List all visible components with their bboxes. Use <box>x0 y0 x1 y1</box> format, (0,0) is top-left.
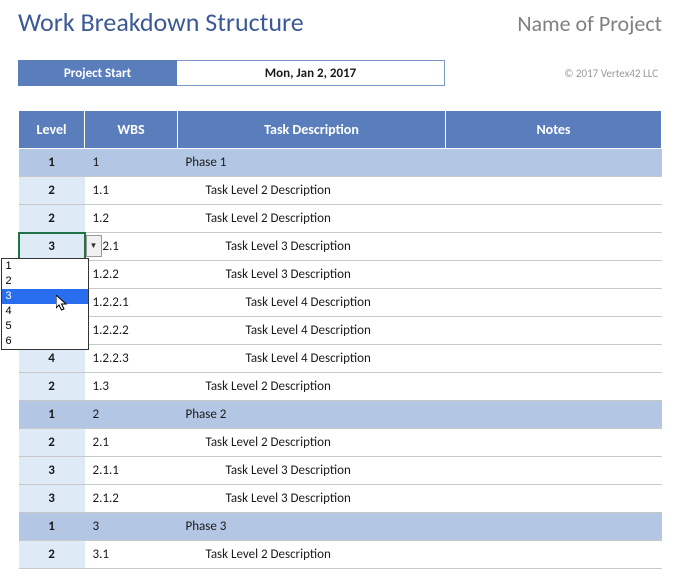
cell-notes[interactable] <box>446 177 662 205</box>
cell-wbs[interactable]: 2 <box>85 401 178 429</box>
dropdown-button[interactable]: ▼ <box>86 235 102 257</box>
cell-wbs[interactable]: 1.2.2.1 <box>85 289 178 317</box>
dropdown-option[interactable]: 4 <box>2 304 88 319</box>
table-row: 23.1Task Level 2 Description <box>19 541 662 569</box>
cell-desc[interactable]: Task Level 4 Description <box>178 289 446 317</box>
cell-notes[interactable] <box>446 261 662 289</box>
cell-desc[interactable]: Task Level 3 Description <box>178 233 446 261</box>
table-row: 3▼1234561.2.1Task Level 3 Description <box>19 233 662 261</box>
cell-desc[interactable]: Task Level 2 Description <box>178 541 446 569</box>
cell-wbs[interactable]: 2.1.2 <box>85 485 178 513</box>
cell-desc[interactable]: Task Level 2 Description <box>178 205 446 233</box>
cell-level[interactable]: 1 <box>19 149 85 177</box>
cell-desc[interactable]: Task Level 3 Description <box>178 261 446 289</box>
cell-level[interactable]: 2 <box>19 373 85 401</box>
cell-notes[interactable] <box>446 485 662 513</box>
header: Work Breakdown Structure Name of Project <box>18 0 662 38</box>
col-header-level[interactable]: Level <box>19 111 85 149</box>
cell-desc[interactable]: Phase 2 <box>178 401 446 429</box>
table-row: 22.1Task Level 2 Description <box>19 429 662 457</box>
cell-notes[interactable] <box>446 541 662 569</box>
table-row: 32.1.2Task Level 3 Description <box>19 485 662 513</box>
table-row: 21.3Task Level 2 Description <box>19 373 662 401</box>
table-row: 13Phase 3 <box>19 513 662 541</box>
table-row: 31.2.2Task Level 3 Description <box>19 261 662 289</box>
cell-level[interactable]: 1 <box>19 513 85 541</box>
cell-desc[interactable]: Task Level 2 Description <box>178 373 446 401</box>
info-row: Project Start Mon, Jan 2, 2017 © 2017 Ve… <box>18 60 662 86</box>
cell-notes[interactable] <box>446 205 662 233</box>
col-header-notes[interactable]: Notes <box>446 111 662 149</box>
cell-level[interactable]: 3▼123456 <box>19 233 85 261</box>
cell-notes[interactable] <box>446 513 662 541</box>
dropdown-option[interactable]: 1 <box>2 259 88 274</box>
cell-level[interactable]: 3 <box>19 485 85 513</box>
cell-desc[interactable]: Task Level 3 Description <box>178 457 446 485</box>
cell-wbs[interactable]: 1.2 <box>85 205 178 233</box>
copyright-text: © 2017 Vertex42 LLC <box>564 60 662 86</box>
cell-desc[interactable]: Phase 3 <box>178 513 446 541</box>
table-row: 11Phase 1 <box>19 149 662 177</box>
table-row: 12Phase 2 <box>19 401 662 429</box>
dropdown-option[interactable]: 5 <box>2 319 88 334</box>
project-start-value[interactable]: Mon, Jan 2, 2017 <box>177 60 445 86</box>
cell-wbs[interactable]: 1.3 <box>85 373 178 401</box>
cell-notes[interactable] <box>446 401 662 429</box>
cell-wbs[interactable]: 2.1.1 <box>85 457 178 485</box>
wbs-table: Level WBS Task Description Notes 11Phase… <box>18 110 662 569</box>
col-header-desc[interactable]: Task Description <box>178 111 446 149</box>
table-row: 32.1.1Task Level 3 Description <box>19 457 662 485</box>
cell-wbs[interactable]: 1.2.2.3 <box>85 345 178 373</box>
cell-wbs[interactable]: 1.1 <box>85 177 178 205</box>
col-header-wbs[interactable]: WBS <box>85 111 178 149</box>
dropdown-option[interactable]: 2 <box>2 274 88 289</box>
cell-wbs[interactable]: 1 <box>85 149 178 177</box>
cell-notes[interactable] <box>446 429 662 457</box>
cell-notes[interactable] <box>446 345 662 373</box>
cell-desc[interactable]: Task Level 2 Description <box>178 429 446 457</box>
cell-level[interactable]: 2 <box>19 205 85 233</box>
table-row: 21.2Task Level 2 Description <box>19 205 662 233</box>
cell-wbs[interactable]: 2.1 <box>85 429 178 457</box>
project-name: Name of Project <box>517 10 662 37</box>
page-title: Work Breakdown Structure <box>18 6 304 38</box>
table-row: 21.1Task Level 2 Description <box>19 177 662 205</box>
cell-wbs[interactable]: 1.2.2.2 <box>85 317 178 345</box>
cell-notes[interactable] <box>446 233 662 261</box>
dropdown-option[interactable]: 6 <box>2 334 88 349</box>
cell-desc[interactable]: Task Level 4 Description <box>178 345 446 373</box>
cell-notes[interactable] <box>446 373 662 401</box>
cell-desc[interactable]: Phase 1 <box>178 149 446 177</box>
dropdown-list[interactable]: 123456 <box>1 258 89 350</box>
project-start-label: Project Start <box>18 60 177 86</box>
cell-level[interactable]: 2 <box>19 541 85 569</box>
cell-level[interactable]: 3 <box>19 457 85 485</box>
cell-level[interactable]: 1 <box>19 401 85 429</box>
cell-desc[interactable]: Task Level 2 Description <box>178 177 446 205</box>
table-header-row: Level WBS Task Description Notes <box>19 111 662 149</box>
cell-wbs[interactable]: 3 <box>85 513 178 541</box>
dropdown-option[interactable]: 3 <box>2 289 88 304</box>
cell-wbs[interactable]: 3.1 <box>85 541 178 569</box>
cell-notes[interactable] <box>446 317 662 345</box>
table-row: 41.2.2.2Task Level 4 Description <box>19 317 662 345</box>
cell-wbs[interactable]: 1.2.2 <box>85 261 178 289</box>
table-row: 41.2.2.1Task Level 4 Description <box>19 289 662 317</box>
cell-desc[interactable]: Task Level 3 Description <box>178 485 446 513</box>
cell-desc[interactable]: Task Level 4 Description <box>178 317 446 345</box>
cell-level[interactable]: 2 <box>19 177 85 205</box>
table-row: 41.2.2.3Task Level 4 Description <box>19 345 662 373</box>
cell-notes[interactable] <box>446 149 662 177</box>
cell-level[interactable]: 2 <box>19 429 85 457</box>
cell-notes[interactable] <box>446 289 662 317</box>
cell-notes[interactable] <box>446 457 662 485</box>
